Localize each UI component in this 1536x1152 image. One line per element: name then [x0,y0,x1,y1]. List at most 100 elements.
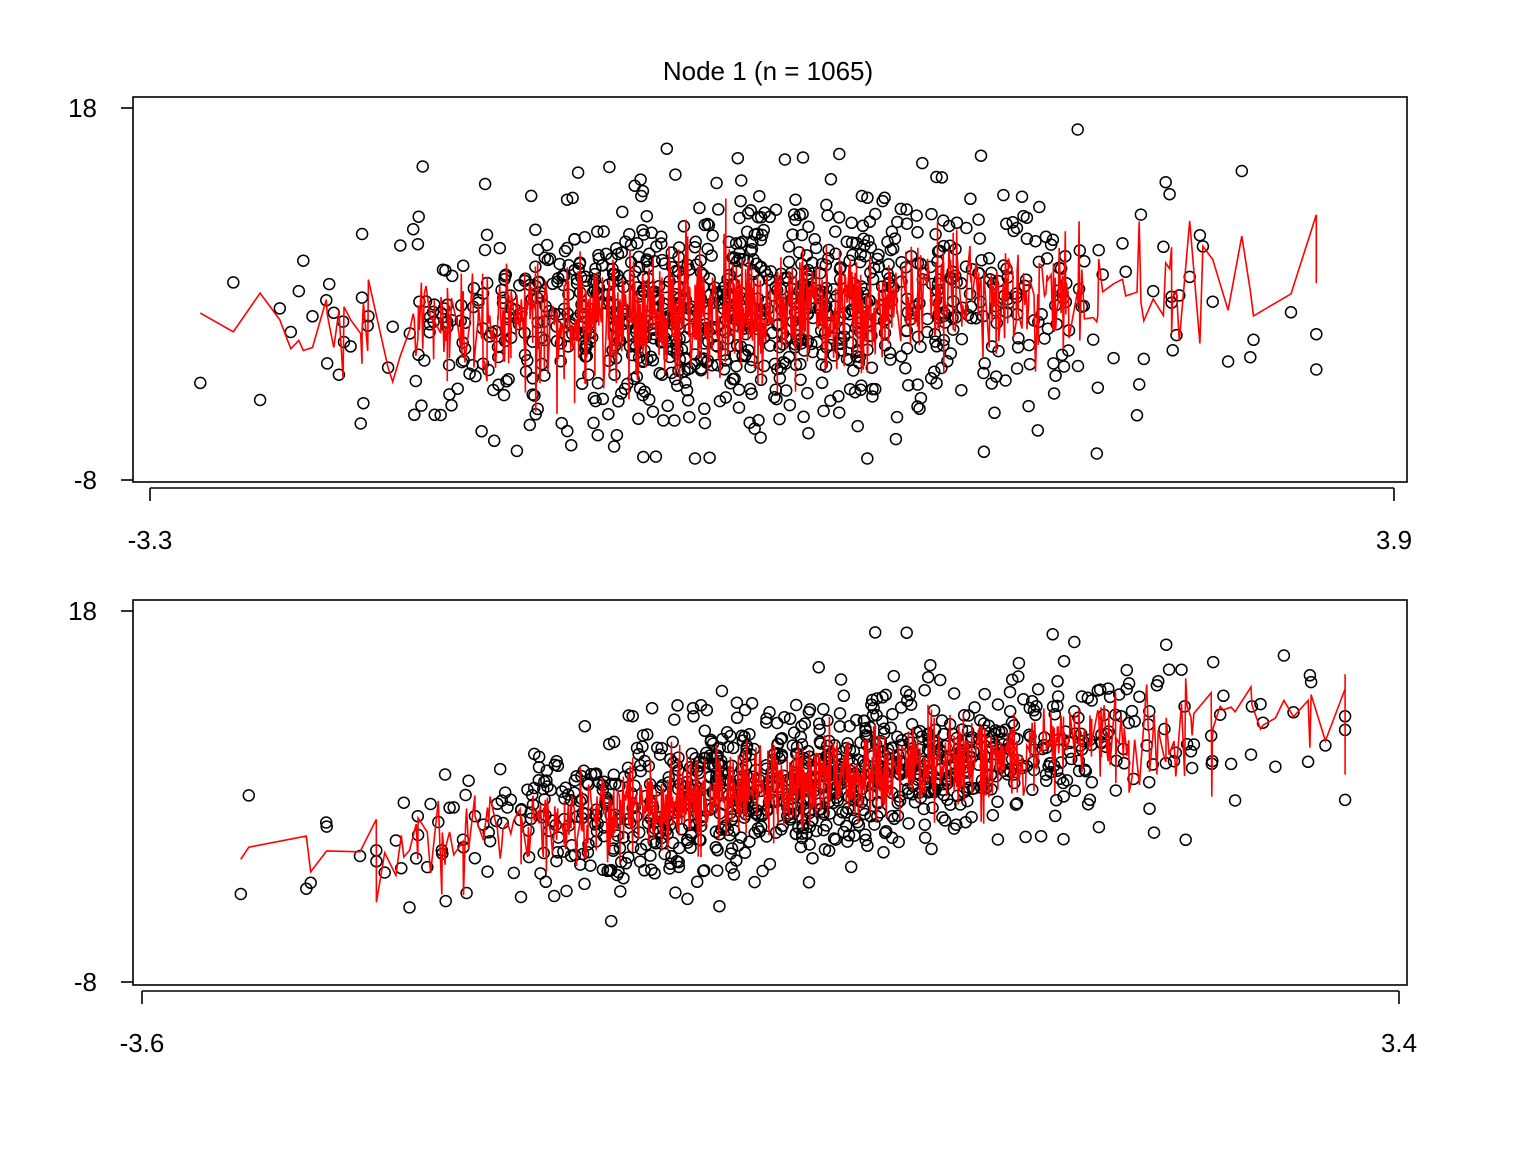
data-point [636,184,650,198]
data-point [409,374,423,388]
data-point [965,810,978,824]
data-point [1119,265,1132,278]
data-point [507,866,521,880]
data-point [1086,333,1100,346]
data-point [935,714,949,727]
data-point [822,243,835,257]
data-point [664,753,677,766]
data-point [635,189,648,203]
data-point [622,851,635,864]
data-point [1120,682,1133,696]
data-point [877,722,891,736]
data-point [355,227,369,241]
data-point [482,826,495,839]
data-point [698,416,712,430]
data-point [712,203,725,216]
data-point [768,390,781,404]
data-point [1039,230,1053,244]
data-point [605,777,618,791]
data-point [891,796,905,810]
data-point [783,712,797,726]
data-point [1044,757,1057,770]
data-point [754,373,768,387]
data-point [1085,776,1099,789]
data-point [890,410,904,424]
y-tick-label-bottom: -8 [74,967,97,997]
data-point [551,275,564,289]
data-point [709,825,723,839]
data-point [871,252,884,266]
data-point [855,189,869,203]
data-point [481,865,494,878]
data-point [636,388,650,402]
data-point [861,839,874,852]
data-point [445,399,458,412]
data-point [436,263,450,276]
data-point [607,440,621,453]
data-point [802,220,815,234]
data-point [928,365,941,378]
data-point [927,704,941,717]
data-point [1130,409,1144,422]
data-point [1071,123,1084,136]
data-point [498,786,512,799]
x-axis: -3.3 3.9 [128,487,1412,555]
data-point [770,716,784,730]
data-point [730,696,744,709]
data-point [710,864,724,877]
data-point [665,366,678,380]
data-point [1109,784,1123,797]
data-point [783,398,797,412]
data-point [850,713,863,727]
data-point [991,698,1005,711]
data-point [1125,704,1139,718]
data-point [588,768,602,781]
data-point [725,759,739,773]
data-point [658,847,671,861]
data-point [534,867,547,880]
data-point [1228,794,1242,807]
data-point [861,191,874,204]
data-point [936,811,949,824]
data-point [865,361,879,374]
data-point [655,741,668,755]
data-point [591,376,605,390]
data-point [668,414,681,427]
data-point [704,735,718,748]
data-point [671,699,684,712]
data-point [735,235,749,249]
data-point [354,417,367,430]
data-point [686,701,700,715]
data-point [900,342,914,355]
data-point [1193,229,1207,242]
data-point [778,710,791,724]
data-point [690,875,704,889]
data-point [457,354,470,367]
data-point [866,709,880,722]
data-point [642,393,656,406]
data-point [1304,675,1318,689]
data-point [866,390,879,403]
data-point [918,818,932,831]
data-point [646,354,660,367]
data-point [754,233,768,247]
data-point [738,703,752,717]
data-point [795,719,808,733]
data-point [982,252,996,265]
data-point [782,350,796,364]
data-point [837,689,851,703]
data-point [824,173,838,186]
data-point [851,419,864,433]
data-point [812,661,825,674]
data-point [1301,755,1315,769]
data-point [803,838,816,851]
data-point [633,382,647,395]
data-point [991,833,1005,846]
data-point [501,801,514,814]
data-point [1019,273,1033,287]
data-point [833,707,847,720]
data-point [1137,352,1151,366]
data-point [671,379,684,392]
data-point [911,378,924,391]
y-tick-label-top: 18 [68,93,97,123]
